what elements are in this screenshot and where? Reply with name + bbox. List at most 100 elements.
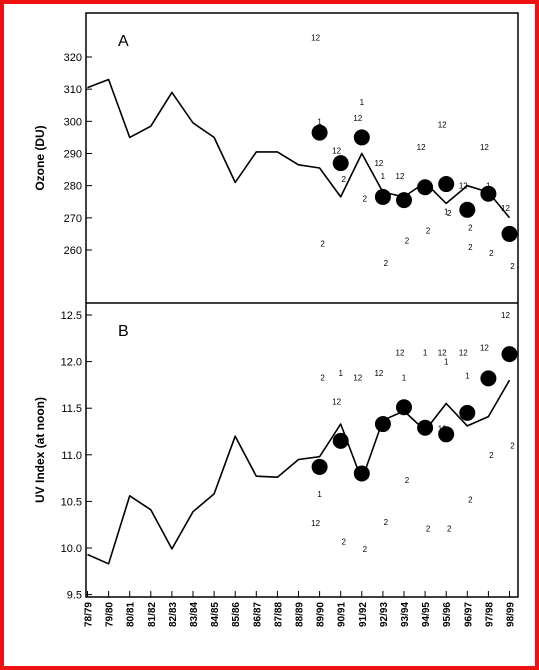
panel-a-month-annotation: 12 bbox=[480, 143, 489, 152]
x-tick-label: 82/83 bbox=[168, 602, 179, 627]
panel-a-data-point bbox=[396, 192, 412, 209]
panel-a-y-axis-title: Ozone (DU) bbox=[33, 125, 47, 190]
panel-a-month-annotation: 1 bbox=[360, 98, 365, 107]
panel-a-month-annotation: 12 bbox=[501, 204, 510, 213]
panel-a-month-annotation: 2 bbox=[384, 259, 389, 268]
panel-b-data-point bbox=[396, 399, 412, 416]
x-tick-label: 93/94 bbox=[400, 602, 411, 627]
panel-a-month-annotation: 12 bbox=[417, 143, 426, 152]
x-tick-label: 90/91 bbox=[337, 602, 348, 627]
panel-b-month-annotation: 2 bbox=[405, 476, 410, 485]
panel-b-month-annotation: 1 bbox=[465, 372, 470, 381]
panel-a-month-annotation: 12 bbox=[438, 121, 447, 130]
panel-b-y-tick-label: 10.0 bbox=[61, 543, 82, 555]
panel-b-y-tick-label: 12.5 bbox=[61, 310, 82, 322]
x-tick-label: 83/84 bbox=[189, 602, 200, 627]
panel-a-month-annotation: 2 bbox=[489, 249, 494, 258]
panel-a-month-annotation: 2 bbox=[341, 175, 346, 184]
panel-b-data-point bbox=[332, 432, 349, 449]
panel-a-month-annotation: 2 bbox=[363, 195, 368, 204]
panel-a-y-tick-label: 270 bbox=[64, 213, 82, 225]
panel-a-month-annotation: 12 bbox=[459, 182, 468, 191]
panel-a-month-annotation: 2 bbox=[405, 236, 410, 245]
panel-a-data-point bbox=[332, 155, 349, 172]
x-tick-label: 89/90 bbox=[316, 602, 327, 627]
panel-b-data-point bbox=[311, 458, 328, 475]
panel-b-month-annotation: 12 bbox=[480, 344, 489, 353]
panel-b-mean-line bbox=[87, 379, 511, 565]
panel-b-month-annotation: 12 bbox=[396, 348, 405, 357]
panel-b-data-point bbox=[501, 346, 518, 363]
x-tick-label: 80/81 bbox=[126, 602, 137, 627]
x-tick-label: 81/82 bbox=[147, 602, 158, 627]
panel-a-data-point bbox=[501, 225, 518, 242]
panel-b-month-annotation: 1 bbox=[338, 369, 343, 378]
panel-a-month-annotation: 2 bbox=[426, 227, 431, 236]
panel-b-month-annotation: 2 bbox=[426, 524, 431, 533]
panel-b-month-annotation: 1 bbox=[444, 358, 449, 367]
panel-a-data-point bbox=[311, 124, 328, 141]
panel-b-month-annotation: 12 bbox=[438, 348, 447, 357]
x-tick-label: 87/88 bbox=[273, 602, 284, 627]
panel-a-y-tick-label: 290 bbox=[64, 149, 82, 161]
x-tick-label: 79/80 bbox=[105, 602, 116, 627]
panel-b-month-annotation: 12 bbox=[311, 519, 320, 528]
panel-b-month-annotation: 2 bbox=[468, 496, 473, 505]
panel-a-month-annotation: 1 bbox=[381, 172, 386, 181]
panel-a-month-annotation: 12 bbox=[332, 146, 341, 155]
x-tick-label: 98/99 bbox=[506, 602, 517, 627]
panel-b-data-point bbox=[480, 370, 497, 387]
x-tick-label: 78/79 bbox=[84, 602, 95, 627]
x-tick-label: 86/87 bbox=[252, 602, 263, 627]
panel-b-y-tick-label: 11.0 bbox=[61, 450, 82, 462]
panel-a-data-point bbox=[438, 176, 455, 193]
x-tick-label: 95/96 bbox=[442, 602, 453, 627]
panel-b-month-annotation: 2 bbox=[384, 518, 389, 527]
panel-b-data-point bbox=[353, 465, 370, 482]
panel-a-label: A bbox=[118, 33, 129, 50]
x-tick-label: 92/93 bbox=[379, 602, 390, 627]
panel-b-label: B bbox=[118, 323, 129, 340]
panel-b-data-point bbox=[438, 426, 455, 443]
panel-a-y-tick-label: 310 bbox=[64, 84, 82, 96]
panel-b-month-annotation: 12 bbox=[353, 373, 362, 382]
panel-a-month-annotation: 2 bbox=[468, 243, 473, 252]
panel-b-data-point bbox=[374, 416, 391, 433]
panel-b-month-annotation: 12 bbox=[459, 348, 468, 357]
x-tick-label: 97/98 bbox=[484, 602, 495, 627]
panel-a-data-point bbox=[374, 188, 391, 205]
panel-b-y-tick-label: 12.0 bbox=[61, 357, 82, 369]
panel-a-month-annotation: 1 bbox=[486, 182, 491, 191]
plot-frame bbox=[85, 12, 519, 598]
panel-b-y-axis-title: UV Index (at noon) bbox=[33, 397, 47, 503]
panel-a-month-annotation: 12 bbox=[374, 159, 383, 168]
panel-b-month-annotation: 1 bbox=[317, 490, 322, 499]
panel-a-y-tick-label: 300 bbox=[64, 116, 82, 128]
x-tick-label: 84/85 bbox=[210, 602, 221, 627]
panel-a-data-point bbox=[417, 179, 434, 196]
panel-a-month-annotation: 2 bbox=[510, 262, 515, 271]
panel-a-y-tick-label: 280 bbox=[64, 181, 82, 193]
panel-b-month-annotation: 2 bbox=[510, 441, 515, 450]
panel-a-y-tick-label: 320 bbox=[64, 52, 82, 64]
panel-b-month-annotation: 12 bbox=[438, 425, 447, 434]
x-tick-label: 91/92 bbox=[358, 602, 369, 627]
panel-b-y-tick-label: 9.5 bbox=[67, 590, 82, 602]
panel-b-y-tick-label: 10.5 bbox=[61, 496, 82, 508]
panel-a-month-annotation: 12 bbox=[311, 34, 320, 43]
x-tick-label: 88/89 bbox=[295, 602, 306, 627]
panel-a-y-tick-label: 260 bbox=[64, 245, 82, 257]
panel-b-month-annotation: 2 bbox=[363, 545, 368, 554]
panel-b-month-annotation: 12 bbox=[501, 311, 510, 320]
panel-b-data-point bbox=[459, 404, 476, 421]
panel-a-mean-line bbox=[87, 78, 511, 219]
panel-b-month-annotation: 1 bbox=[423, 348, 428, 357]
panel-a-month-annotation: 12 bbox=[396, 172, 405, 181]
panel-b-month-annotation: 1 bbox=[402, 373, 407, 382]
panel-a-month-annotation: 2 bbox=[468, 223, 473, 232]
panel-b-month-annotation: 2 bbox=[447, 524, 452, 533]
panel-a-data-point bbox=[480, 185, 497, 202]
panel-a-month-annotation: 2 bbox=[447, 209, 452, 218]
